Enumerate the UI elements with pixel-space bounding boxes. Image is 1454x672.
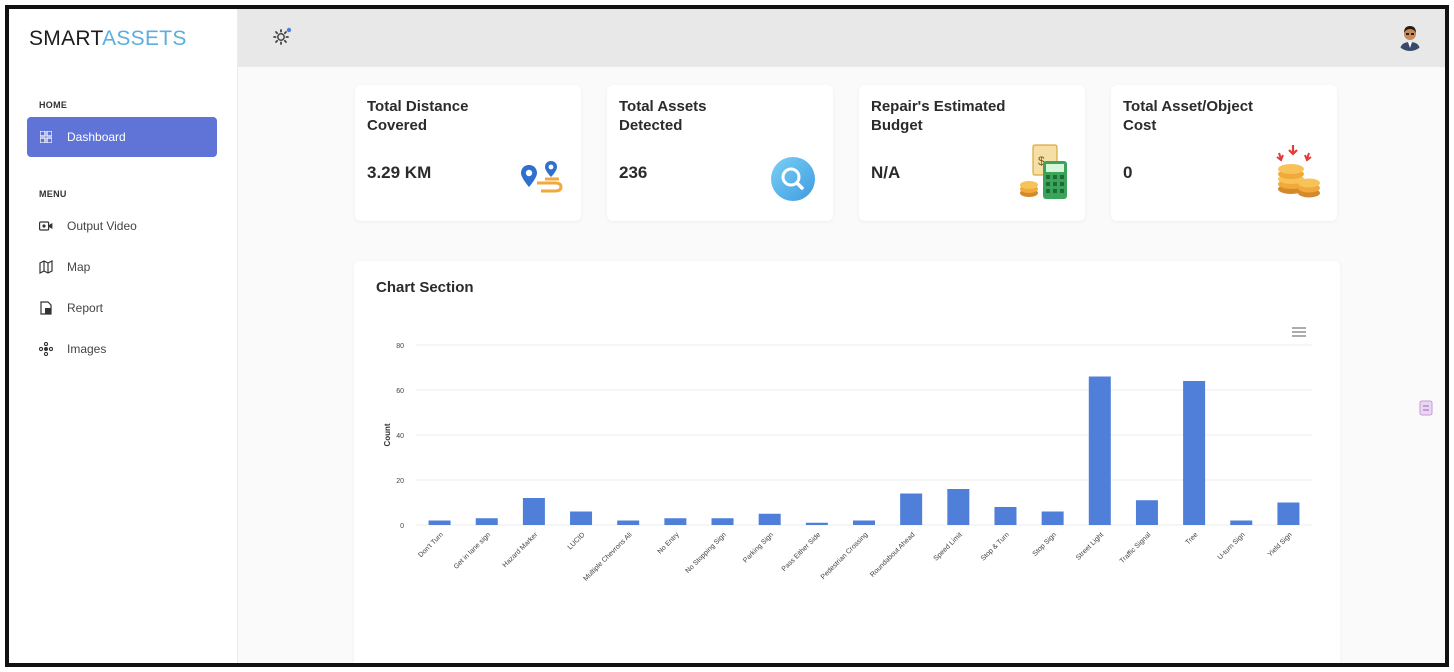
sidebar-item-label: Dashboard	[67, 130, 126, 144]
sidebar-item-map[interactable]: Map	[27, 247, 217, 287]
chart-bar	[900, 493, 923, 525]
search-circle-icon	[767, 143, 819, 201]
card-title: Total Assets Detected	[619, 98, 707, 134]
report-icon	[39, 301, 53, 315]
sidebar-item-images[interactable]: Images	[27, 329, 217, 369]
app-logo[interactable]: SMARTASSETS	[29, 27, 187, 50]
map-icon	[39, 260, 53, 274]
stat-card-assets: Total Assets Detected 236	[607, 85, 833, 221]
x-tick-label: Stop & Turn	[980, 531, 1011, 562]
x-tick-label: Pedestrian Crossing	[820, 531, 870, 581]
x-tick-label: Traffic Signal	[1119, 531, 1153, 565]
top-header	[238, 9, 1445, 67]
x-tick-label: Parking Sign	[742, 531, 775, 564]
chart-bar	[805, 522, 828, 525]
user-avatar[interactable]	[1395, 21, 1425, 51]
video-icon	[39, 219, 53, 233]
chart-section: Chart Section 0 20 40 60 80 Count Don't Turn Ge…	[354, 261, 1340, 663]
chart-bar	[522, 498, 545, 525]
section-label-menu: MENU	[39, 189, 67, 199]
x-tick-label: Street Light	[1075, 531, 1105, 561]
chart-bar	[1277, 502, 1300, 525]
card-value: 3.29 KM	[367, 163, 432, 182]
chart-bar	[570, 511, 593, 525]
chart-bar	[994, 507, 1017, 525]
chart-bar	[758, 513, 781, 525]
chart-bar	[947, 489, 970, 525]
sidebar: SMARTASSETS HOME Dashboard MENU Output V…	[9, 9, 238, 663]
x-tick-label: No Stopping Sign	[684, 531, 728, 575]
y-tick-label: 20	[396, 478, 404, 485]
y-tick-label: 0	[400, 523, 404, 530]
sidebar-item-label: Report	[67, 301, 104, 315]
floating-side-icon[interactable]	[1417, 397, 1437, 421]
card-title: Total Distance Covered	[367, 98, 469, 134]
coins-icon	[1271, 143, 1323, 201]
sidebar-item-label: Map	[67, 260, 91, 274]
x-tick-label: Roundabout Ahead	[869, 531, 916, 578]
card-title: Repair's Estimated Budget	[871, 98, 1006, 134]
stat-card-cost: Total Asset/Object Cost 0	[1111, 85, 1337, 221]
stat-card-distance: Total Distance Covered 3.29 KM	[355, 85, 581, 221]
x-tick-label: Speed Limit	[933, 531, 964, 562]
card-value: 236	[619, 163, 648, 182]
svg-text:$: $	[1038, 154, 1045, 168]
x-tick-label: Multiple Chevrons Ali	[582, 531, 633, 582]
card-value: 0	[1123, 163, 1133, 182]
chart-bar	[664, 518, 687, 525]
sidebar-item-report[interactable]: Report	[27, 288, 217, 328]
images-icon	[39, 342, 53, 356]
chart-bar	[1183, 381, 1206, 525]
chart-bar	[711, 518, 734, 525]
y-axis-label: Count	[383, 423, 392, 446]
x-tick-label: Get in lane sign	[453, 531, 492, 570]
x-tick-label: Don't Turn	[417, 531, 445, 559]
x-tick-label: Hazard Marker	[502, 531, 540, 569]
hamburger-menu-icon[interactable]	[1292, 325, 1306, 337]
gear-icon[interactable]	[272, 25, 294, 47]
section-label-home: HOME	[39, 100, 68, 110]
stat-card-budget: Repair's Estimated Budget N/A $	[859, 85, 1085, 221]
chart-bar	[617, 520, 640, 525]
x-tick-label: Pass Either Side	[781, 531, 823, 573]
sidebar-item-dashboard[interactable]: Dashboard	[27, 117, 217, 157]
grid-icon	[39, 130, 53, 144]
x-tick-label: LUCID	[567, 531, 587, 551]
x-tick-label: U-turn Sign	[1217, 531, 1247, 561]
chart-section-title: Chart Section	[376, 279, 474, 296]
sidebar-item-label: Output Video	[67, 219, 137, 233]
x-tick-label: Yield Sign	[1267, 531, 1294, 558]
x-tick-label: No Entry	[657, 531, 682, 556]
x-tick-label: Tree	[1185, 531, 1200, 546]
y-tick-label: 80	[396, 343, 404, 350]
chart-bar	[1230, 520, 1253, 525]
card-value: N/A	[871, 163, 901, 182]
y-tick-label: 60	[396, 388, 404, 395]
x-tick-label: Stop Sign	[1032, 531, 1058, 557]
chart-bar	[1041, 511, 1064, 525]
bar-chart: 0 20 40 60 80 Count Don't Turn Get in lane sign…	[383, 343, 1312, 583]
chart-bar	[1088, 376, 1111, 525]
chart-bar	[1135, 500, 1158, 525]
card-title: Total Asset/Object Cost	[1123, 98, 1254, 134]
chart-bar	[853, 520, 875, 525]
sidebar-item-label: Images	[67, 342, 107, 356]
app-window: SMARTASSETS HOME Dashboard MENU Output V…	[5, 5, 1449, 667]
chart-bar	[475, 518, 498, 525]
calculator-budget-icon: $	[1019, 143, 1071, 201]
sidebar-item-output-video[interactable]: Output Video	[27, 206, 217, 246]
y-tick-label: 40	[396, 433, 404, 440]
route-pin-icon	[515, 143, 567, 201]
chart-bar	[428, 520, 451, 525]
